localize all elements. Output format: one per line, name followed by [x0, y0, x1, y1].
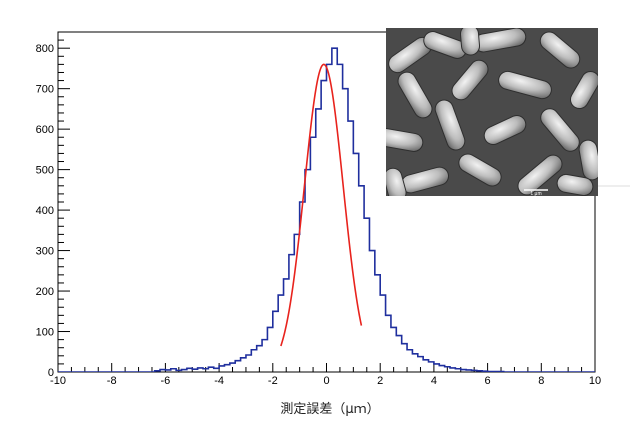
y-tick-label: 700	[36, 84, 54, 96]
bacterium-rod	[451, 59, 489, 101]
x-tick-label: -8	[107, 375, 117, 387]
y-tick-label: 300	[36, 246, 54, 258]
y-tick-label: 100	[36, 327, 54, 339]
y-tick-label: 400	[36, 205, 54, 217]
y-tick-label: 200	[36, 286, 54, 298]
x-axis-label: 測定誤差（μｍ）	[280, 402, 380, 417]
y-tick-label: 600	[36, 124, 54, 136]
inset-micrograph: 1 μm	[386, 28, 630, 197]
bacterium-rod	[483, 115, 527, 145]
axes-layer: -10 -8 -6 -4 -2 0 2 4 6 8 100100200300400500600700…	[36, 31, 601, 387]
y-tick-label: 500	[36, 165, 54, 177]
bacterium-rod	[386, 128, 424, 152]
x-tick-label: 10	[589, 375, 601, 387]
x-tick-label: 2	[377, 375, 383, 387]
y-tick-label: 800	[36, 43, 54, 55]
bacterium-rod	[498, 70, 552, 100]
bacterium-rod	[434, 99, 466, 151]
gaussian-fit-curve	[280, 63, 363, 347]
y-tick-label: 0	[48, 367, 54, 379]
bacterium-rod	[517, 154, 563, 196]
scale-bar-label: 1 μm	[530, 191, 541, 197]
bacterium-rod	[458, 153, 502, 187]
bacterium-rod	[578, 139, 598, 181]
x-tick-label: 6	[485, 375, 491, 387]
bacterium-rod	[459, 28, 481, 56]
series-layer	[58, 47, 595, 372]
bacterium-rod	[540, 108, 580, 152]
bacterium-rod	[539, 31, 581, 69]
bacterium-rod	[556, 173, 594, 196]
x-tick-label: -6	[161, 375, 171, 387]
histogram-series	[58, 47, 595, 372]
x-tick-label: -2	[268, 375, 278, 387]
bacterium-rod	[386, 167, 407, 196]
x-tick-label: 0	[323, 375, 329, 387]
x-tick-label: 4	[431, 375, 437, 387]
bacterium-rod	[570, 70, 598, 110]
x-tick-label: 8	[538, 375, 544, 387]
x-tick-label: -4	[214, 375, 224, 387]
x-tick-label: -10	[50, 375, 66, 387]
